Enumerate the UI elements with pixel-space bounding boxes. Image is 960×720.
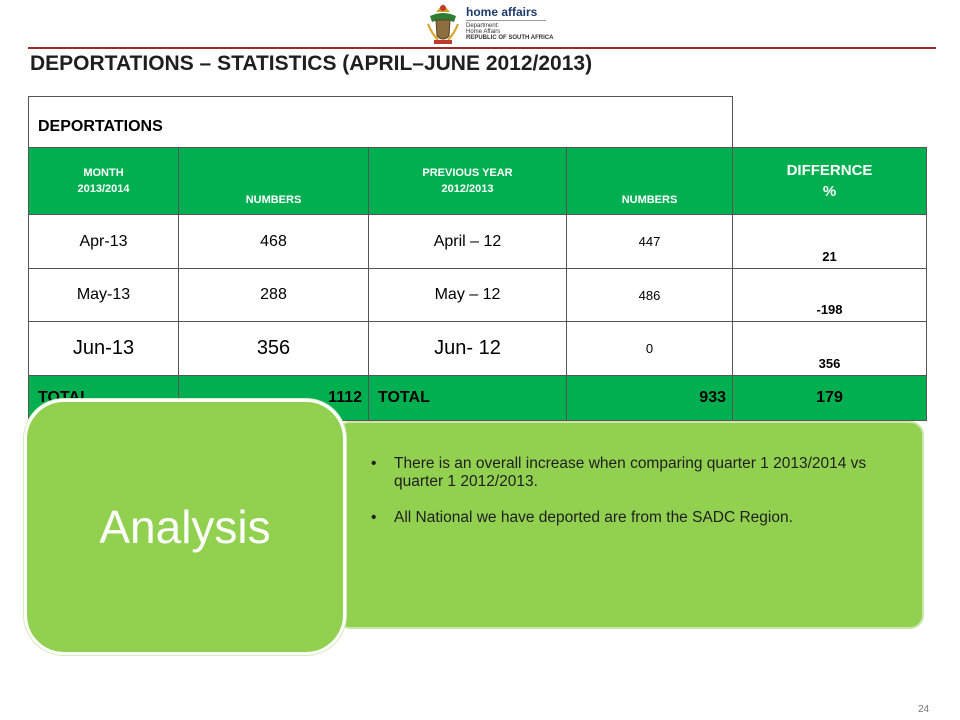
table-row: May-13 288 May – 12 486 -198 bbox=[28, 268, 927, 322]
header-prev-line1: PREVIOUS YEAR bbox=[422, 166, 513, 179]
page-title: DEPORTATIONS – STATISTICS (APRIL–JUNE 20… bbox=[30, 52, 593, 75]
logo-sub1: Home Affairs bbox=[466, 29, 501, 35]
cell-month: Jun-13 bbox=[28, 321, 179, 376]
cell-prev-month: April – 12 bbox=[368, 214, 567, 269]
header-numbers: NUMBERS bbox=[178, 147, 369, 215]
header-difference: DIFFERNCE % bbox=[732, 147, 927, 215]
header-numbers-previous: NUMBERS bbox=[566, 147, 733, 215]
header-diff-line2: % bbox=[822, 183, 837, 200]
analysis-panel: • There is an overall increase when comp… bbox=[338, 423, 922, 627]
table-header-row: MONTH 2013/2014 NUMBERS PREVIOUS YEAR 20… bbox=[28, 147, 927, 215]
cell-numbers: 468 bbox=[178, 214, 369, 269]
table-row: Apr-13 468 April – 12 447 21 bbox=[28, 214, 927, 269]
cell-difference: 21 bbox=[732, 214, 927, 269]
bullet-dot: • bbox=[371, 509, 377, 526]
cell-difference: 356 bbox=[732, 321, 927, 376]
table-caption: DEPORTATIONS bbox=[28, 96, 733, 148]
analysis-tab: Analysis bbox=[24, 399, 346, 655]
cell-prev-numbers: 447 bbox=[566, 214, 733, 269]
cell-prev-numbers: 486 bbox=[566, 268, 733, 322]
logo-name: home affairs bbox=[466, 5, 538, 19]
logo-department: Department: bbox=[466, 23, 500, 29]
bullet-dot: • bbox=[371, 455, 377, 472]
page-number: 24 bbox=[918, 704, 930, 715]
total-difference: 179 bbox=[732, 375, 927, 421]
cell-numbers: 356 bbox=[178, 321, 369, 376]
header-previous-year: PREVIOUS YEAR 2012/2013 bbox=[368, 147, 567, 215]
cell-month: May-13 bbox=[28, 268, 179, 322]
cell-difference: -198 bbox=[732, 268, 927, 322]
header-month: MONTH 2013/2014 bbox=[28, 147, 179, 215]
home-affairs-logo: home affairs Department: Home Affairs RE… bbox=[424, 2, 564, 48]
header-prev-line2: 2012/2013 bbox=[441, 183, 494, 195]
deportations-table: DEPORTATIONS MONTH 2013/2014 NUMBERS PRE… bbox=[28, 96, 927, 421]
list-item: • All National we have deported are from… bbox=[366, 509, 886, 527]
title-rule bbox=[28, 47, 936, 49]
header-diff-line1: DIFFERNCE bbox=[786, 162, 873, 179]
table-row: Jun-13 356 Jun- 12 0 356 bbox=[28, 321, 927, 376]
total-prev-numbers: 933 bbox=[566, 375, 733, 421]
bullet-text: There is an overall increase when compar… bbox=[394, 455, 867, 490]
cell-month: Apr-13 bbox=[28, 214, 179, 269]
list-item: • There is an overall increase when comp… bbox=[366, 455, 886, 491]
total-prev-label: TOTAL bbox=[368, 375, 567, 421]
logo-sub2: REPUBLIC OF SOUTH AFRICA bbox=[466, 35, 554, 41]
blank-cell bbox=[732, 96, 927, 148]
header-month-line2: 2013/2014 bbox=[77, 183, 130, 195]
analysis-bullets: • There is an overall increase when comp… bbox=[366, 455, 886, 545]
cell-numbers: 288 bbox=[178, 268, 369, 322]
cell-prev-month: May – 12 bbox=[368, 268, 567, 322]
cell-prev-month: Jun- 12 bbox=[368, 321, 567, 376]
logo-divider bbox=[466, 20, 546, 21]
bullet-text: All National we have deported are from t… bbox=[394, 509, 793, 526]
header-month-line1: MONTH bbox=[83, 166, 124, 179]
cell-prev-numbers: 0 bbox=[566, 321, 733, 376]
coat-of-arms-icon bbox=[427, 4, 459, 44]
analysis-label: Analysis bbox=[99, 501, 271, 553]
